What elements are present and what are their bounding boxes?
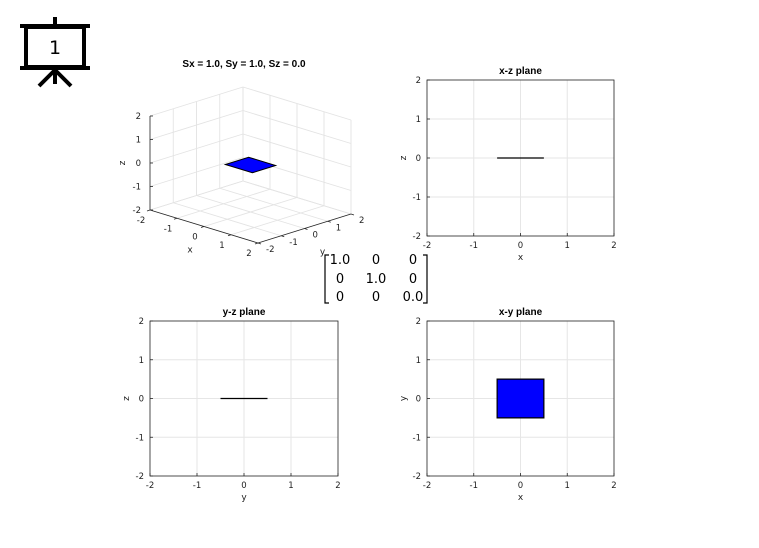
- x-tick-label: 0: [518, 241, 523, 251]
- x-axis-label: x: [518, 493, 524, 503]
- slide-number: 1: [49, 37, 61, 59]
- grid-line-wall: [242, 133, 352, 168]
- y-tick-label: 0: [416, 395, 421, 405]
- matrix-cell: 0: [336, 290, 344, 305]
- data-square: [496, 378, 545, 419]
- matrix-right-bracket: [423, 254, 428, 304]
- plot-title: x-z plane: [499, 66, 542, 77]
- y-tick-label: 0: [416, 154, 421, 164]
- y-tick-label: -1: [289, 238, 297, 248]
- plot-xy-plane: -2 -1 0 1 2 -2 -1 0 1 2 x-y plane x y: [399, 307, 617, 503]
- y-tick-label: 2: [359, 216, 364, 226]
- matrix-cell: 1.0: [330, 253, 351, 268]
- x-tick-label: -2: [146, 481, 154, 491]
- y-axis-label: z: [122, 396, 132, 401]
- y-tick-label: -2: [266, 245, 274, 255]
- x-tick-label: 1: [288, 481, 293, 491]
- grid-line-wall: [149, 133, 244, 164]
- y-tick-label: 1: [416, 115, 421, 125]
- x-tick-label: -1: [470, 241, 478, 251]
- matrix-cell: 0: [372, 253, 380, 268]
- y-tick-label: 2: [416, 76, 421, 86]
- x-tick-label: 0: [518, 481, 523, 491]
- plot-title: x-y plane: [499, 307, 543, 318]
- y-tick-label: -2: [413, 472, 421, 482]
- grid-line-wall: [242, 86, 352, 121]
- x-tick-label: -2: [423, 481, 431, 491]
- z-tick-label: -1: [133, 183, 141, 193]
- y-tick-label: 1: [336, 223, 341, 233]
- plot-3d: -2 -1 0 1 2 -2 -1 0 1 2 -2 -1 0 1 2 x y z Sx = 1.0, Sy = 1…: [118, 59, 364, 259]
- matrix-cell: 0.0: [403, 290, 424, 305]
- z-axis-label: z: [118, 160, 128, 165]
- y-tick-label: -1: [413, 433, 421, 443]
- y-axis-label: y: [320, 248, 326, 258]
- y-tick-label: 0: [139, 395, 144, 405]
- x-axis-label: y: [241, 493, 247, 503]
- y-tick-label: 1: [416, 356, 421, 366]
- y-axis-label: y: [399, 395, 409, 401]
- x-tick-mark: [200, 226, 205, 228]
- y-tick-label: 0: [313, 231, 318, 241]
- matrix-cell: 0: [409, 253, 417, 268]
- matrix-cell: 0: [372, 290, 380, 305]
- plot-yz-plane: -2 -1 0 1 2 -2 -1 0 1 2 y-z plane y z: [122, 307, 341, 503]
- grid-line-wall: [242, 110, 352, 144]
- data-square: [223, 156, 278, 174]
- x-tick-label: -2: [137, 216, 145, 226]
- x-tick-mark: [146, 209, 151, 212]
- y-tick-mark: [257, 242, 262, 245]
- y-tick-label: -1: [413, 193, 421, 203]
- x-tick-label: 1: [565, 481, 570, 491]
- z-tick-label: -2: [133, 206, 141, 216]
- plot-xz-plane: -2 -1 0 1 2 -2 -1 0 1 2 x-z plane x z: [399, 66, 617, 263]
- y-tick-label: 2: [416, 317, 421, 327]
- z-tick-label: 0: [136, 159, 141, 169]
- z-tick-label: 1: [136, 136, 141, 146]
- y-tick-mark: [304, 228, 308, 230]
- y-tick-label: -2: [136, 472, 144, 482]
- y-tick-label: -2: [413, 232, 421, 242]
- x-tick-label: 0: [241, 481, 246, 491]
- x-tick-label: 2: [611, 481, 616, 491]
- x-tick-label: 1: [219, 241, 224, 251]
- x-tick-label: 2: [335, 481, 340, 491]
- y-tick-label: 1: [139, 356, 144, 366]
- y-axis-label: z: [399, 155, 409, 160]
- x-axis-label: x: [187, 246, 193, 256]
- x-tick-label: 1: [565, 241, 570, 251]
- grid-line-floor: [196, 195, 305, 229]
- scaling-matrix: 1.0 0 0 0 1.0 0 0 0 0.0: [324, 253, 428, 305]
- x-tick-mark: [227, 234, 232, 237]
- grid-line-floor: [219, 187, 328, 222]
- y-tick-mark: [281, 235, 285, 238]
- x-tick-label: -1: [470, 481, 478, 491]
- grid-line-wall: [149, 86, 244, 117]
- grid-line-floor: [230, 205, 325, 236]
- presentation-board-icon[interactable]: 1: [20, 17, 90, 88]
- x-tick-label: 0: [192, 233, 197, 243]
- y-tick-mark: [350, 213, 355, 216]
- matrix-cell: 0: [336, 272, 344, 287]
- grid-line-wall: [149, 110, 244, 140]
- matrix-cell: 0: [409, 272, 417, 287]
- plot-title: Sx = 1.0, Sy = 1.0, Sz = 0.0: [182, 59, 306, 70]
- matrix-cell: 1.0: [366, 272, 387, 287]
- matrix-left-bracket: [324, 254, 329, 304]
- y-tick-mark: [327, 220, 331, 223]
- z-tick-label: 2: [136, 112, 141, 122]
- x-tick-mark: [173, 217, 178, 220]
- x-tick-label: 2: [611, 241, 616, 251]
- x-tick-label: -1: [193, 481, 201, 491]
- x-axis-label: x: [518, 253, 524, 263]
- x-tick-label: -2: [423, 241, 431, 251]
- plot-title: y-z plane: [223, 307, 266, 318]
- x-tick-label: 2: [246, 249, 251, 259]
- y-tick-label: -1: [136, 433, 144, 443]
- x-tick-mark: [254, 242, 259, 245]
- y-tick-label: 2: [139, 317, 144, 327]
- x-tick-label: -1: [164, 224, 172, 234]
